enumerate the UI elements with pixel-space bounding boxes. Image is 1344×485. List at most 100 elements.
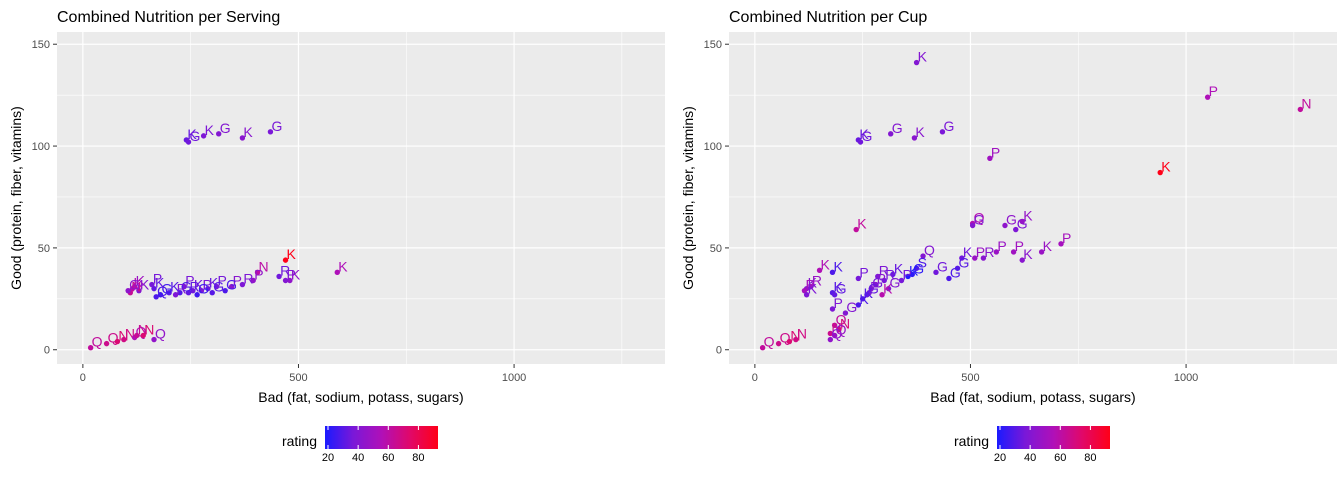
point-label: K <box>894 260 904 276</box>
point-label: K <box>136 273 146 289</box>
data-point <box>172 292 179 298</box>
point-label: K <box>1161 159 1171 175</box>
data-point <box>254 269 261 276</box>
data-point <box>276 273 282 280</box>
data-point <box>946 275 952 282</box>
point-label: Q <box>836 311 847 327</box>
scatter-chart-cup: Combined Nutrition per Cup 0 500 1000 0 50 100… <box>680 9 1337 464</box>
tick-label-y: 150 <box>32 39 50 51</box>
point-label: P <box>254 266 263 282</box>
point-label: K <box>209 275 219 291</box>
data-point <box>121 336 127 343</box>
data-point <box>855 275 862 282</box>
point-label: G <box>890 275 901 291</box>
data-point <box>775 340 782 347</box>
point-label: G <box>161 281 172 297</box>
point-label: R <box>812 273 822 289</box>
point-label: N <box>831 319 841 335</box>
data-point <box>1204 94 1211 100</box>
point-label: K <box>243 124 253 140</box>
point-label: N <box>1301 95 1311 111</box>
data-point <box>859 296 866 302</box>
point-label: G <box>1006 211 1017 227</box>
point-label: G <box>226 277 237 293</box>
point-label: N <box>259 258 269 274</box>
tick-label-y: 100 <box>32 141 50 153</box>
point-label: Q <box>836 321 847 337</box>
colorbar-tick-label: 60 <box>382 452 394 464</box>
point-label: K <box>808 275 818 291</box>
data-point <box>177 290 183 296</box>
data-point <box>1297 106 1304 113</box>
point-label: K <box>1023 207 1033 223</box>
data-point <box>151 285 157 292</box>
point-label: G <box>220 120 231 136</box>
point-label: N <box>144 321 154 337</box>
data-point <box>157 292 164 298</box>
legend-title: rating <box>954 433 989 449</box>
point-label: P <box>991 144 1000 160</box>
data-point <box>920 253 926 259</box>
point-label: Q <box>924 242 935 258</box>
point-label: K <box>133 275 143 291</box>
data-point <box>939 129 946 135</box>
point-label: R <box>190 279 200 295</box>
point-label: G <box>974 211 985 227</box>
point-label: R <box>984 244 994 260</box>
point-label: G <box>913 260 924 276</box>
colorbar <box>997 426 1110 449</box>
data-point <box>1157 169 1163 176</box>
data-point <box>1002 222 1008 229</box>
point-label: K <box>833 258 843 274</box>
point-label: P <box>902 266 911 282</box>
data-point <box>842 310 849 316</box>
point-label: Q <box>92 334 103 350</box>
data-point <box>334 269 340 276</box>
point-label: K <box>194 277 204 293</box>
point-label: P <box>218 273 227 289</box>
point-label: N <box>131 279 141 295</box>
tick-label-x: 500 <box>961 372 979 384</box>
data-point <box>282 277 289 284</box>
data-point <box>959 255 965 261</box>
point-label: P <box>877 271 886 287</box>
chart-title: Combined Nutrition per Cup <box>729 9 927 26</box>
point-label: G <box>950 264 961 280</box>
data-point <box>250 277 256 284</box>
data-point <box>793 336 799 343</box>
chart-panel-serving: Combined Nutrition per Serving 0 500 1000 0 5… <box>0 0 672 480</box>
data-point <box>808 283 814 290</box>
point-label: P <box>859 264 868 280</box>
point-label: G <box>862 128 873 144</box>
tick-label-x: 0 <box>80 372 86 384</box>
data-point <box>831 322 838 329</box>
data-point <box>200 133 207 139</box>
tick-label-y: 0 <box>44 345 50 357</box>
point-label: K <box>864 285 874 301</box>
data-point <box>816 267 823 274</box>
data-point <box>140 332 146 339</box>
data-point <box>853 226 859 233</box>
point-label: K <box>909 262 919 278</box>
point-label: K <box>821 256 831 272</box>
y-axis-title: Good (protein, fiber, vitamins) <box>680 106 696 290</box>
point-label: Q <box>974 209 985 225</box>
point-label: Q <box>155 326 166 342</box>
tick-label-y: 150 <box>704 39 722 51</box>
point-label: P <box>833 295 842 311</box>
point-label: P <box>1015 238 1024 254</box>
data-point <box>1013 226 1019 233</box>
point-label: P <box>233 273 242 289</box>
data-point <box>987 155 993 161</box>
colorbar-tick-label: 20 <box>994 452 1006 464</box>
point-label: K <box>859 291 869 307</box>
point-label: K <box>287 246 297 262</box>
data-point <box>194 292 200 298</box>
point-label: N <box>118 328 128 344</box>
point-label: K <box>857 216 867 232</box>
point-label: G <box>846 299 857 315</box>
point-label: P <box>1062 230 1071 246</box>
data-point <box>972 255 978 261</box>
point-label: K <box>140 277 150 293</box>
tick-label-x: 500 <box>289 372 307 384</box>
